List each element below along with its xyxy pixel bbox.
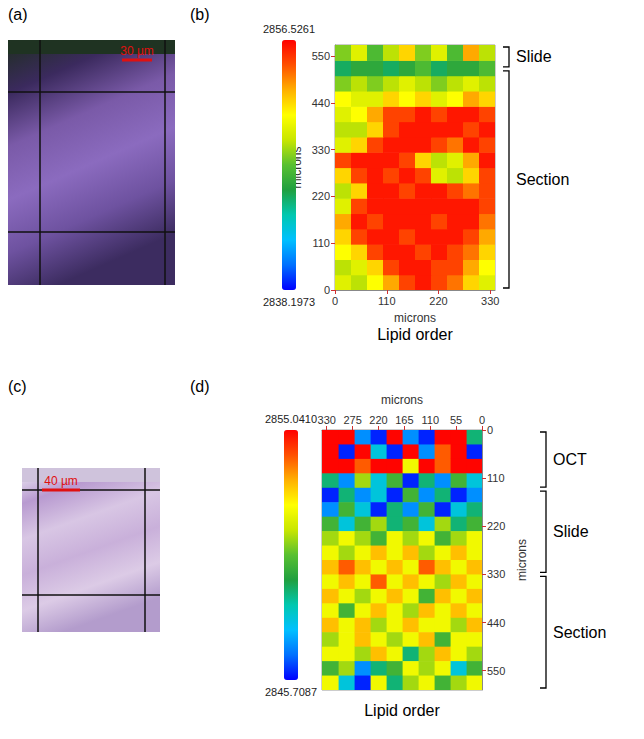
- svg-text:110: 110: [487, 472, 505, 484]
- svg-text:220: 220: [312, 190, 330, 202]
- svg-text:0: 0: [324, 284, 330, 296]
- svg-text:0: 0: [332, 295, 338, 307]
- svg-text:Lipid order: Lipid order: [377, 326, 453, 343]
- svg-text:0: 0: [487, 424, 493, 436]
- svg-text:microns: microns: [290, 146, 304, 189]
- svg-text:40 µm: 40 µm: [44, 474, 78, 488]
- svg-text:(b): (b): [190, 6, 210, 23]
- svg-text:110: 110: [421, 414, 439, 426]
- svg-text:2838.1973: 2838.1973: [263, 296, 315, 308]
- svg-text:microns: microns: [381, 393, 423, 407]
- svg-text:(c): (c): [8, 378, 27, 395]
- svg-text:2855.0410: 2855.0410: [265, 413, 317, 425]
- svg-text:275: 275: [343, 414, 361, 426]
- svg-text:330: 330: [312, 144, 330, 156]
- svg-text:110: 110: [312, 237, 330, 249]
- svg-text:330: 330: [318, 414, 336, 426]
- svg-text:220: 220: [429, 295, 447, 307]
- svg-text:0: 0: [479, 414, 485, 426]
- svg-text:165: 165: [395, 414, 413, 426]
- svg-text:(a): (a): [8, 6, 28, 23]
- svg-text:330: 330: [481, 295, 499, 307]
- svg-text:Lipid order: Lipid order: [364, 702, 440, 719]
- svg-text:microns: microns: [515, 539, 529, 581]
- svg-text:220: 220: [487, 520, 505, 532]
- svg-text:microns: microns: [394, 311, 436, 325]
- svg-text:550: 550: [312, 50, 330, 62]
- svg-text:440: 440: [487, 617, 505, 629]
- svg-text:2856.5261: 2856.5261: [263, 23, 315, 35]
- svg-text:220: 220: [369, 414, 387, 426]
- svg-text:330: 330: [487, 568, 505, 580]
- svg-text:30 µm: 30 µm: [120, 44, 154, 58]
- svg-text:550: 550: [487, 665, 505, 677]
- svg-text:OCT: OCT: [553, 451, 587, 468]
- svg-text:Section: Section: [553, 624, 606, 641]
- svg-text:Slide: Slide: [553, 523, 589, 540]
- svg-text:440: 440: [312, 97, 330, 109]
- svg-text:Slide: Slide: [516, 48, 552, 65]
- svg-text:2845.7087: 2845.7087: [265, 686, 317, 698]
- svg-text:Section: Section: [516, 171, 569, 188]
- svg-text:(d): (d): [190, 378, 210, 395]
- svg-text:55: 55: [450, 414, 462, 426]
- svg-text:110: 110: [378, 295, 396, 307]
